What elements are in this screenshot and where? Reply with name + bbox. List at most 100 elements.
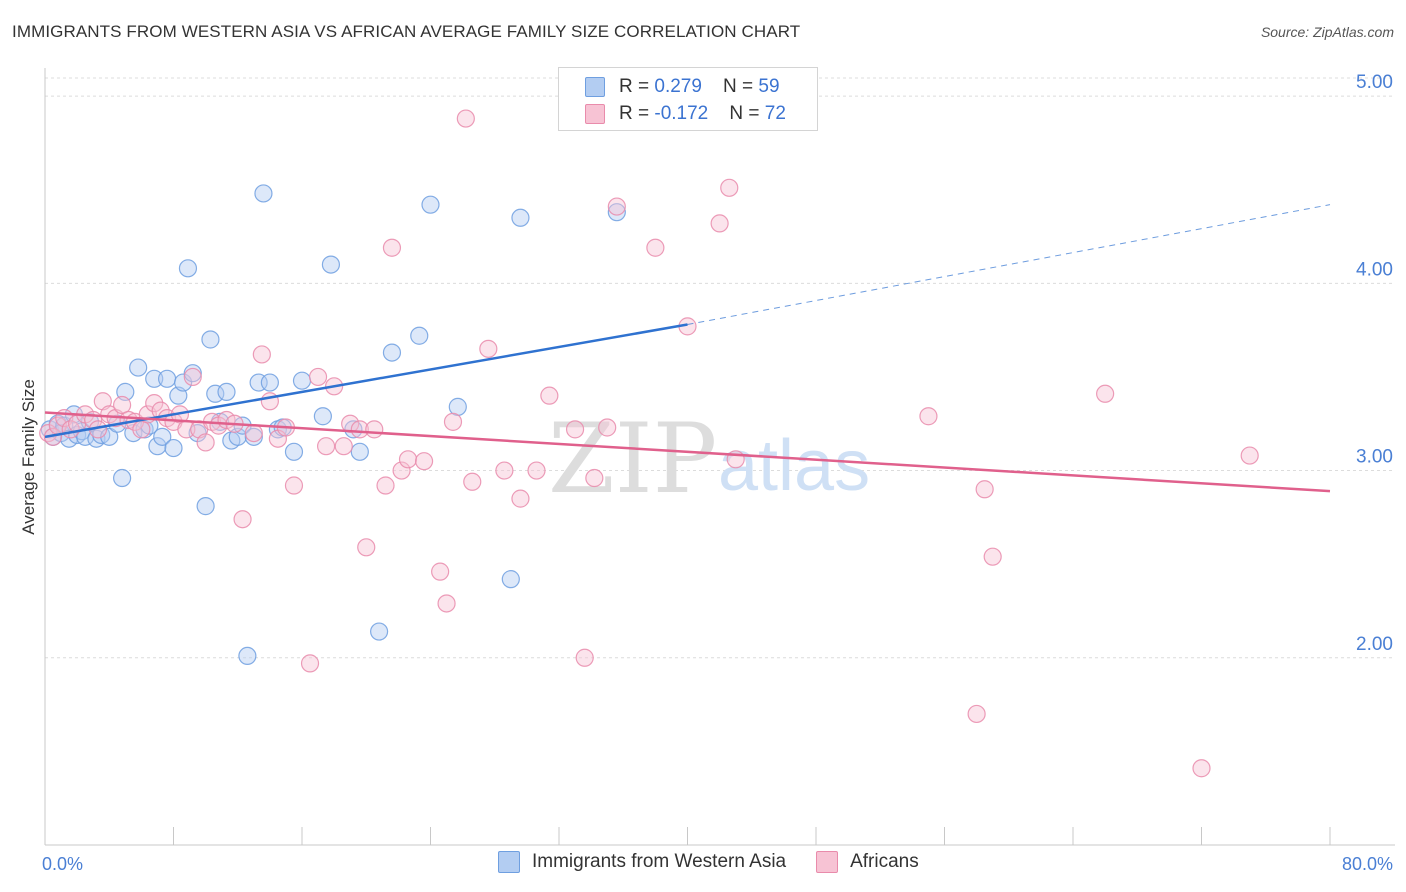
point-africans	[93, 392, 112, 411]
point-western-asia	[174, 373, 193, 392]
chart-title: IMMIGRANTS FROM WESTERN ASIA VS AFRICAN …	[12, 22, 801, 41]
stats-legend: R = 0.279 N = 59 R = -0.172 N = 72	[558, 67, 818, 131]
point-africans	[607, 197, 626, 216]
point-western-asia	[157, 369, 177, 388]
point-africans	[414, 452, 434, 471]
point-africans	[398, 450, 418, 469]
point-western-asia	[350, 442, 369, 461]
point-africans	[575, 648, 594, 667]
legend-row-africans: R = -0.172 N = 72	[585, 101, 786, 127]
trend-lines	[44, 204, 1331, 493]
point-western-asia	[607, 203, 626, 222]
point-western-asia	[196, 497, 215, 516]
point-africans	[540, 386, 559, 405]
point-africans	[316, 437, 336, 456]
point-western-asia	[260, 373, 279, 392]
point-africans	[43, 427, 63, 446]
legend-swatch-africans	[585, 104, 605, 124]
point-africans	[300, 654, 320, 673]
legend-swatch-western-asia	[498, 851, 520, 873]
point-western-asia	[206, 384, 225, 403]
point-africans	[244, 423, 263, 443]
y-tick-label: 5.00	[1356, 72, 1393, 93]
point-western-asia	[254, 184, 273, 203]
point-africans	[527, 461, 546, 480]
point-western-asia	[148, 437, 167, 456]
legend-n-label: N =	[729, 103, 765, 124]
legend-r-value: -0.172	[654, 103, 709, 124]
legend-swatch-africans	[816, 851, 839, 873]
axis-labels: 2.00 3.00 4.00 5.00 0.0% 80.0% Average Family …	[19, 72, 1393, 874]
x-tick-label-min: 0.0%	[42, 854, 83, 874]
source-credit: Source: ZipAtlas.com	[1260, 24, 1394, 40]
point-western-asia	[292, 371, 312, 390]
watermark: ZIP atlas	[548, 403, 870, 515]
point-africans	[1192, 759, 1211, 778]
point-africans	[495, 461, 514, 480]
point-western-asia	[421, 195, 440, 214]
legend-item-africans[interactable]: Africans	[816, 851, 919, 873]
legend-n-value: 72	[764, 103, 786, 124]
point-africans	[233, 510, 252, 529]
point-africans	[308, 367, 328, 387]
point-africans	[365, 420, 384, 439]
y-tick-label: 2.00	[1356, 634, 1393, 655]
legend-swatch-western-asia	[585, 77, 605, 97]
point-western-asia	[284, 442, 304, 461]
watermark-atlas: atlas	[718, 426, 870, 506]
point-western-asia	[410, 326, 429, 345]
x-tick-label-max: 80.0%	[1342, 854, 1393, 874]
point-western-asia	[201, 330, 220, 349]
legend-n-value: 59	[758, 76, 780, 97]
point-western-asia	[217, 382, 236, 402]
point-africans	[252, 345, 271, 364]
legend-label-western-asia: Immigrants from Western Asia	[532, 851, 787, 872]
point-western-asia	[145, 369, 164, 388]
point-africans	[334, 437, 353, 456]
point-western-asia	[164, 438, 183, 458]
trend-extension-western-asia	[687, 204, 1331, 325]
point-western-asia	[238, 646, 257, 665]
axes	[44, 68, 1395, 846]
watermark-zip: ZIP	[548, 403, 717, 515]
point-africans	[456, 109, 475, 128]
point-africans	[392, 461, 411, 480]
point-western-asia	[112, 468, 132, 488]
point-western-asia	[321, 255, 341, 274]
point-western-asia	[382, 343, 402, 362]
point-africans	[196, 433, 215, 452]
grid-lines	[45, 77, 1395, 659]
legend-r-label: R =	[619, 103, 655, 124]
series-legend: Immigrants from Western Asia Africans	[498, 851, 949, 873]
legend-item-western-asia[interactable]: Immigrants from Western Asia	[498, 851, 786, 873]
point-africans	[967, 704, 986, 724]
point-africans	[350, 420, 369, 439]
legend-n-label: N =	[723, 76, 759, 97]
point-africans	[565, 420, 585, 439]
legend-r-value: 0.279	[654, 76, 702, 97]
trend-line-africans	[44, 411, 1331, 493]
legend-label-africans: Africans	[850, 851, 919, 872]
point-africans	[183, 367, 202, 387]
point-africans	[376, 476, 395, 495]
point-western-asia	[511, 208, 530, 227]
legend-r-label: R =	[619, 76, 655, 97]
point-africans	[479, 339, 498, 358]
point-africans	[145, 394, 164, 413]
point-africans	[437, 594, 456, 613]
point-western-asia	[370, 622, 389, 641]
point-africans	[463, 472, 482, 491]
point-western-asia	[313, 407, 332, 426]
point-africans	[919, 407, 938, 426]
point-africans	[646, 238, 665, 257]
point-africans	[431, 562, 450, 581]
point-africans	[598, 418, 617, 437]
y-tick-label: 4.00	[1356, 259, 1393, 280]
legend-row-western-asia: R = 0.279 N = 59	[585, 74, 780, 100]
point-africans	[284, 476, 304, 495]
point-africans	[983, 547, 1002, 566]
point-western-asia	[501, 570, 520, 589]
point-africans	[1096, 384, 1115, 403]
point-africans	[112, 395, 132, 415]
